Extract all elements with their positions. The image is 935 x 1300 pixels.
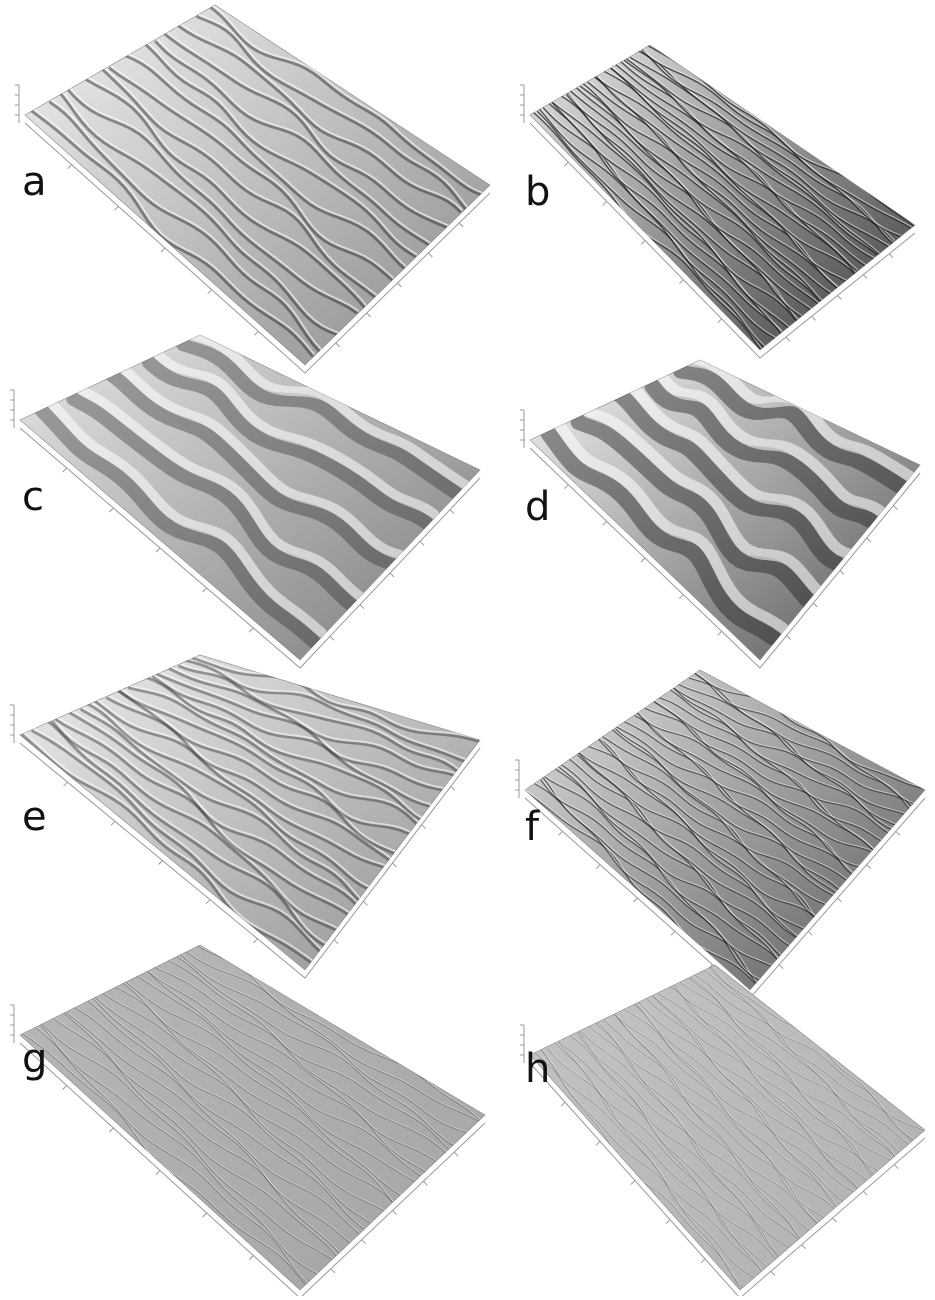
axis-tick (840, 571, 844, 575)
axis-tick (561, 1102, 565, 1106)
axis-tick (428, 253, 432, 257)
axis-tick (68, 165, 72, 169)
axis-tick (459, 223, 463, 227)
axis-tick (786, 337, 790, 341)
panel: a (15, 4, 490, 373)
axis-tick (894, 1165, 898, 1169)
axis-tick (390, 573, 394, 577)
axis-tick (254, 331, 258, 335)
axis-tick (802, 1245, 806, 1249)
panel-label: a (22, 159, 47, 205)
axis-tick (641, 558, 645, 562)
axis-tick (208, 290, 212, 294)
axis-tick (679, 595, 683, 599)
axis-tick (596, 865, 600, 869)
panel-label: h (525, 1046, 550, 1092)
axis-tick (393, 1211, 397, 1215)
axis-tick (398, 283, 402, 287)
axis-tick (863, 1191, 867, 1195)
axis-tick (360, 605, 364, 609)
panel: h (520, 965, 925, 1296)
axis-tick (701, 1259, 705, 1263)
axis-tick (420, 541, 424, 545)
axis-tick (249, 1256, 253, 1260)
panel-label: f (525, 804, 540, 850)
axis-tick (603, 201, 607, 205)
axis-tick (63, 468, 67, 472)
panel-label: d (525, 484, 550, 530)
axis-tick (203, 1213, 207, 1217)
axis-tick (631, 1181, 635, 1185)
axis-tick (813, 603, 817, 607)
axis-tick (423, 1181, 427, 1185)
panel: e (10, 655, 480, 978)
axis-tick (812, 316, 816, 320)
axis-tick (564, 162, 568, 166)
axis-tick (833, 1218, 837, 1222)
axis-tick (896, 831, 900, 835)
panel-label: c (22, 474, 44, 520)
axis-tick (64, 782, 68, 786)
axis-tick (362, 1240, 366, 1244)
axis-tick (596, 1141, 600, 1145)
axis-tick (206, 900, 210, 904)
panel-label: g (22, 1036, 47, 1082)
axis-tick (393, 863, 397, 867)
axis-tick (330, 636, 334, 640)
axis-tick (889, 254, 893, 258)
axis-tick (779, 965, 783, 969)
axis-tick (679, 280, 683, 284)
axis-tick (454, 1152, 458, 1156)
axis-tick (156, 548, 160, 552)
panel: b (520, 44, 916, 358)
axis-tick (808, 931, 812, 935)
panel-label: b (525, 169, 550, 215)
axis-tick (63, 1086, 67, 1090)
axis-tick (863, 275, 867, 279)
panel: c (10, 335, 480, 668)
panel-label: e (22, 794, 47, 840)
axis-tick (634, 898, 638, 902)
axis-tick (334, 940, 338, 944)
axis-tick (603, 521, 607, 525)
figure: a b c d e f g h (0, 0, 935, 1296)
axis-tick (254, 939, 258, 943)
axis-tick (114, 206, 118, 210)
axis-tick (422, 825, 426, 829)
axis-tick (161, 248, 165, 252)
axis-tick (671, 931, 675, 935)
axis-tick (718, 631, 722, 635)
axis-tick (564, 485, 568, 489)
axis-tick (109, 1128, 113, 1132)
axis-tick (838, 898, 842, 902)
panel: g (10, 945, 485, 1296)
axis-tick (331, 1269, 335, 1273)
axis-tick (838, 296, 842, 300)
axis-tick (363, 901, 367, 905)
panel: f (515, 670, 925, 998)
axis-tick (111, 821, 115, 825)
axis-tick (718, 319, 722, 323)
axis-tick (203, 588, 207, 592)
axis-tick (336, 343, 340, 347)
axis-tick (787, 636, 791, 640)
panel: d (520, 360, 920, 668)
axis-tick (867, 538, 871, 542)
axis-tick (666, 1220, 670, 1224)
axis-tick (559, 831, 563, 835)
axis-tick (109, 508, 113, 512)
axis-tick (367, 313, 371, 317)
axis-tick (451, 786, 455, 790)
axis-tick (156, 1171, 160, 1175)
axis-tick (641, 241, 645, 245)
axis-tick (893, 506, 897, 510)
axis-tick (867, 865, 871, 869)
axis-tick (159, 861, 163, 865)
axis-tick (450, 510, 454, 514)
axis-tick (249, 628, 253, 632)
axis-tick (771, 1271, 775, 1275)
terrain-surface (20, 945, 485, 1290)
